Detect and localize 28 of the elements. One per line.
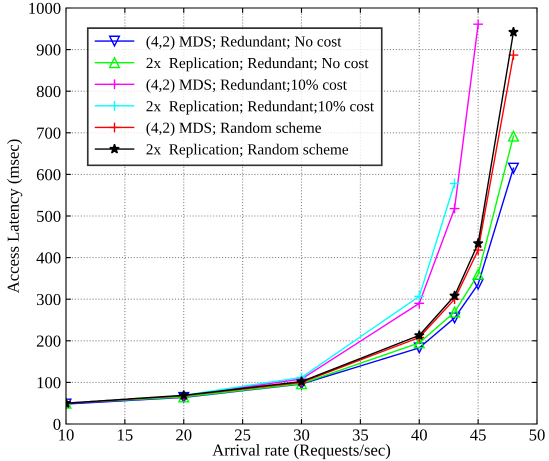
y-axis-title: Access Latency (msec) — [7, 139, 22, 294]
x-tick-label: 40 — [411, 429, 427, 441]
legend-label: 2x Replication; Redundant;10% cost — [146, 100, 374, 114]
x-tick-label: 45 — [470, 429, 486, 441]
y-tick-label: 900 — [36, 44, 61, 56]
legend-label: 2x Replication; Random scheme — [146, 144, 348, 158]
y-tick-label: 400 — [36, 252, 61, 264]
y-tick-label: 100 — [38, 377, 61, 388]
y-tick-label: 600 — [36, 169, 61, 180]
legend-label: 2x Replication; Redundant; No cost — [146, 57, 368, 72]
x-tick-label: 30 — [294, 429, 310, 441]
legend-label: (4,2) MDS; Redundant; No cost — [146, 36, 342, 50]
x-axis-title: Arrival rate (Requests/sec) — [212, 444, 390, 460]
y-tick-label: 0 — [53, 418, 61, 430]
y-tick-label: 1000 — [29, 2, 61, 14]
x-tick-label: 10 — [59, 429, 74, 441]
x-tick-label: 35 — [352, 429, 368, 441]
x-tick-label: 20 — [176, 429, 192, 441]
x-tick-label: 15 — [118, 429, 133, 441]
y-tick-label: 500 — [37, 210, 61, 222]
y-tick-label: 300 — [36, 294, 61, 306]
y-tick-label: 700 — [37, 128, 61, 139]
y-tick-label: 200 — [36, 336, 61, 347]
y-tick-label: 800 — [36, 86, 61, 98]
x-tick-label: 25 — [235, 429, 250, 441]
x-tick-label: 50 — [530, 429, 545, 441]
legend-label: (4,2) MDS; Random scheme — [146, 122, 321, 136]
legend-label: (4,2) MDS; Redundant;10% cost — [146, 79, 347, 93]
